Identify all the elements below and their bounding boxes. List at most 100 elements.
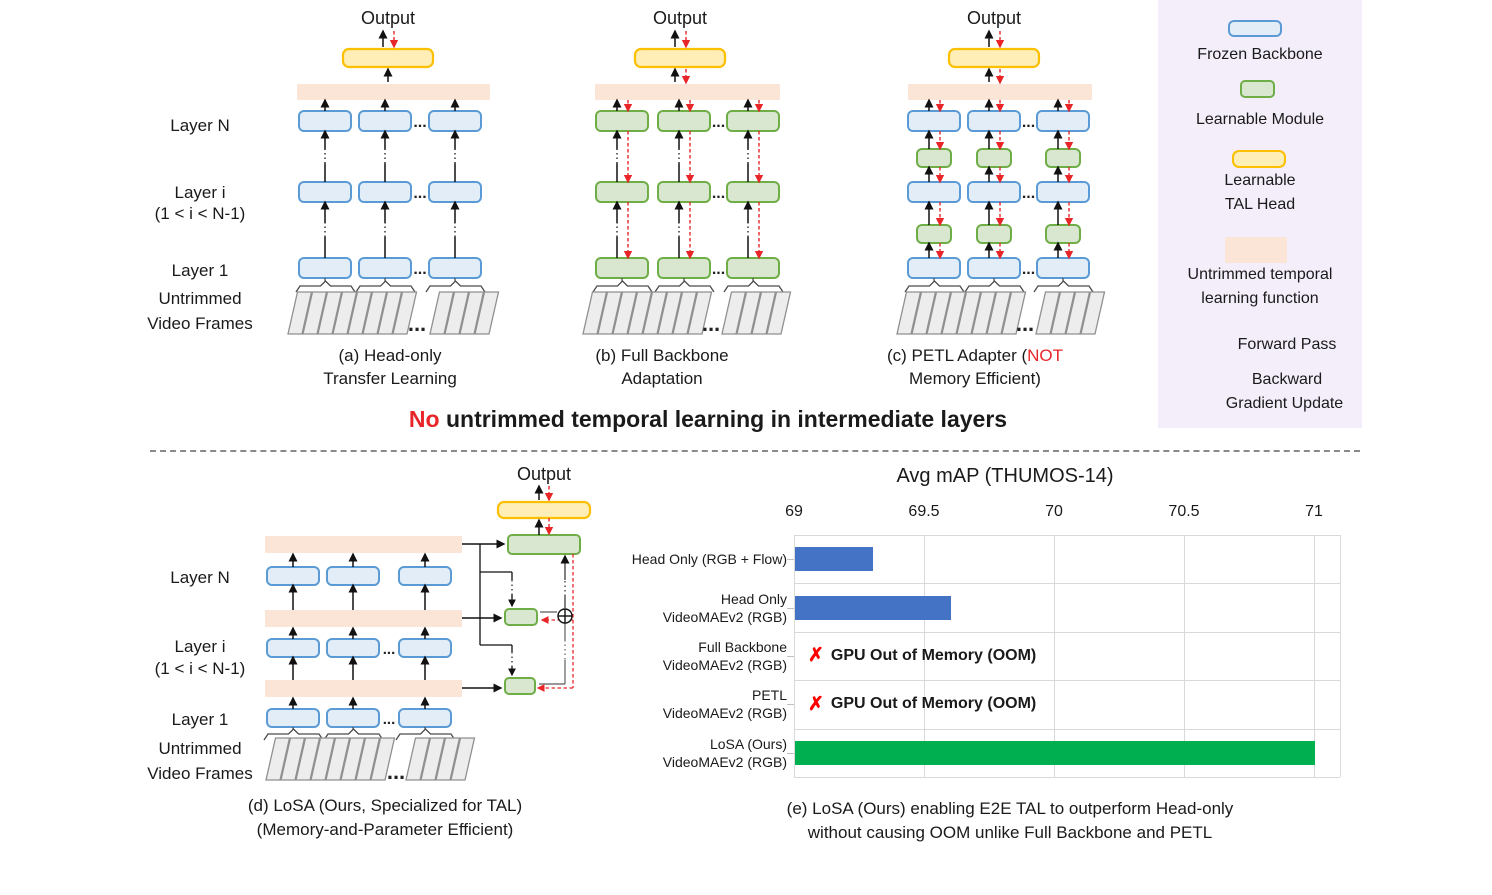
chart-title: Avg mAP (THUMOS-14) [896, 465, 1114, 487]
grid-line-h [794, 535, 1340, 536]
learnable-box [726, 110, 780, 132]
grid-line-h [794, 728, 1340, 730]
oom-text: GPU Out of Memory (OOM) [830, 695, 1037, 713]
adapter-box [976, 148, 1012, 168]
tal-head-box [633, 47, 727, 69]
category-label-line: VideoMAEv2 (RGB) [662, 656, 787, 673]
diagram-d-shapes: ...... [263, 484, 592, 741]
ellipsis-text: ... [383, 641, 396, 658]
untrimmed-label: Untrimmed [158, 289, 242, 308]
headline: No untrimmed temporal learning in interm… [308, 406, 1108, 433]
diagram-a-video-frames: ... [287, 291, 500, 336]
oom-x-icon: ✗ [808, 645, 824, 667]
frozen-box [326, 566, 380, 586]
diagram-a-shapes: ......... [295, 29, 490, 293]
ellipsis-text: ... [1016, 311, 1034, 336]
frozen-box [428, 257, 482, 279]
frozen-box [358, 181, 412, 203]
frozen-box [428, 181, 482, 203]
caption-b-line1: (b) Full Backbone [595, 346, 729, 365]
adapter-box [916, 148, 952, 168]
d-layer-n-label: Layer N [170, 568, 230, 587]
ellipsis-text: ... [1022, 114, 1035, 131]
frozen-box [358, 257, 412, 279]
grid-line-h [794, 777, 1340, 778]
layer-i-range-label: (1 < i < N-1) [154, 204, 246, 223]
caption-c-line2: Memory Efficient) [909, 369, 1041, 388]
ellipsis-text: ... [712, 114, 725, 131]
frozen-box [298, 181, 352, 203]
category-label-line: PETL [751, 687, 787, 704]
y-axis-tick [787, 752, 794, 754]
chart-bar [795, 595, 951, 620]
learnable-box-mid [504, 608, 538, 626]
category-label: PETL VideoMAEv2 (RGB) [560, 680, 787, 728]
learnable-box [657, 110, 711, 132]
legend-backward-label1: Backward [1251, 371, 1323, 388]
grid-line-h [794, 583, 1340, 585]
caption-e-line1: (e) LoSA (Ours) enabling E2E TAL to outp… [786, 799, 1234, 818]
legend-frozen-label: Frozen Backbone [1197, 46, 1323, 63]
grid-line-v [1314, 535, 1315, 777]
headline-rest: untrimmed temporal learning in intermedi… [439, 406, 1008, 432]
tal-head-box [341, 47, 435, 69]
diagram-c-video-frames: ... [896, 291, 1106, 336]
caption-d-line2: (Memory-and-Parameter Efficient) [256, 820, 514, 839]
legend-tal-head-swatch [1232, 150, 1286, 168]
caption-a-line2: Transfer Learning [323, 369, 457, 388]
ellipsis-text: ... [1022, 185, 1035, 202]
legend-backward-label2: Gradient Update [1225, 395, 1344, 412]
adapter-box [976, 224, 1012, 244]
ellipsis-text: ... [702, 311, 720, 336]
category-label-line: LoSA (Ours) [709, 735, 787, 752]
d-video-frames-label: Video Frames [147, 764, 253, 783]
layer-n-label: Layer N [170, 116, 230, 135]
chart-bar [795, 547, 873, 572]
tal-head-box [947, 47, 1041, 69]
caption-c-prefix: (c) PETL Adapter ( [886, 346, 1028, 365]
chart-bar [795, 740, 1315, 765]
ellipsis-text: ... [408, 311, 426, 336]
legend-forward-label: Forward Pass [1237, 336, 1337, 353]
legend-untrimmed-label2: learning function [1201, 290, 1319, 307]
frozen-box [398, 708, 452, 728]
legend-untrimmed-label1: Untrimmed temporal [1187, 266, 1333, 283]
grid-line-h [794, 631, 1340, 633]
untrimmed-bar [297, 84, 490, 100]
grid-line-h [794, 680, 1340, 682]
grid-line-v [924, 535, 925, 777]
grid-line-v [1184, 535, 1185, 777]
frozen-box [907, 110, 961, 132]
grid-line-v [794, 535, 795, 777]
category-label: Head Only VideoMAEv2 (RGB) [560, 583, 787, 631]
legend-frozen-swatch [1228, 20, 1282, 37]
frozen-box [358, 110, 412, 132]
learnable-box [726, 181, 780, 203]
x-tick-label: 69 [785, 503, 803, 520]
frozen-box [298, 110, 352, 132]
learnable-box [657, 257, 711, 279]
frozen-box [326, 638, 380, 658]
learnable-box [595, 181, 649, 203]
ellipsis-text: ... [1022, 261, 1035, 278]
category-label: Full Backbone VideoMAEv2 (RGB) [560, 632, 787, 680]
caption-e-line2: without causing OOM unlike Full Backbone… [807, 823, 1213, 842]
grid-line-v [1054, 535, 1055, 777]
frozen-box [428, 110, 482, 132]
caption-d-line1: (d) LoSA (Ours, Specialized for TAL) [247, 796, 523, 815]
category-label-line: VideoMAEv2 (RGB) [662, 608, 787, 625]
oom-annotation: ✗ GPU Out of Memory (OOM) [808, 680, 1036, 728]
legend-untrimmed-swatch [1225, 237, 1287, 263]
untrimmed-bar [265, 610, 462, 627]
y-axis-tick [787, 704, 794, 706]
d-layer-i-label: Layer i [174, 637, 226, 656]
diagram-b-video-frames: ... [582, 291, 792, 336]
adapter-box [1045, 148, 1081, 168]
frozen-box [298, 257, 352, 279]
learnable-box [595, 110, 649, 132]
layer-i-label: Layer i [174, 183, 226, 202]
untrimmed-bar [595, 84, 780, 100]
plus-circle [557, 608, 573, 624]
section-divider [150, 450, 1360, 452]
